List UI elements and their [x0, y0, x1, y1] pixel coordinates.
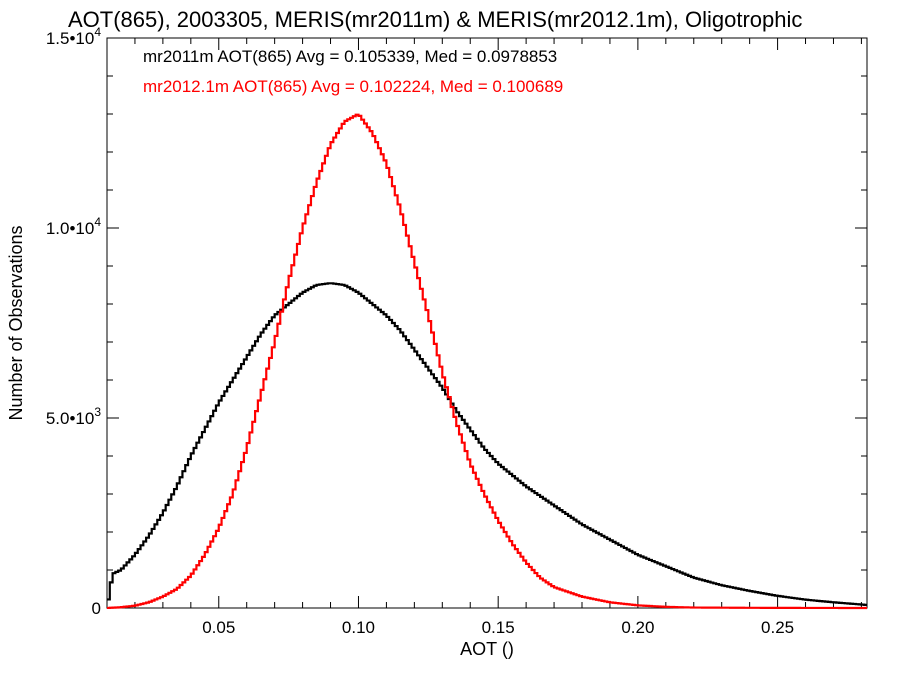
y-tick-label: 1.0•104	[46, 215, 102, 238]
y-tick-label-exponent: 4	[94, 25, 101, 39]
axis-tick-labels: 0.05 0.10 0.15 0.20 0.2505.0•1031.0•1041.5•1…	[46, 25, 794, 637]
chart-title: AOT(865), 2003305, MERIS(mr2011m) & MERI…	[68, 7, 802, 32]
y-tick-label: 0	[92, 599, 101, 618]
y-tick-label-base: 1.5•10	[46, 29, 95, 48]
x-tick-label: 0.05	[202, 618, 235, 637]
y-tick-label-exponent: 3	[94, 405, 101, 419]
x-tick-label: 0.10	[342, 618, 375, 637]
y-tick-label: 5.0•103	[46, 405, 102, 428]
y-tick-label: 1.5•104	[46, 25, 102, 48]
x-tick-label: 0.25	[761, 618, 794, 637]
y-tick-label-base: 5.0•10	[46, 409, 95, 428]
y-tick-label-base: 1.0•10	[46, 219, 95, 238]
series-layer	[107, 113, 867, 610]
x-tick-label: 0.20	[621, 618, 654, 637]
legend-entry-mr2011m: mr2011m AOT(865) Avg = 0.105339, Med = 0…	[143, 47, 557, 66]
legend-entry-mr2012-1m: mr2012.1m AOT(865) Avg = 0.102224, Med =…	[143, 77, 563, 96]
x-tick-label: 0.15	[482, 618, 515, 637]
plot-frame	[106, 37, 868, 609]
series-line-1	[107, 113, 867, 610]
x-axis-label: AOT ()	[460, 639, 514, 659]
axis-ticks	[107, 37, 867, 609]
series-line-0	[107, 282, 867, 606]
y-tick-label-exponent: 4	[94, 215, 101, 229]
y-tick-label-base: 0	[92, 599, 101, 618]
y-axis-label: Number of Observations	[6, 225, 26, 420]
